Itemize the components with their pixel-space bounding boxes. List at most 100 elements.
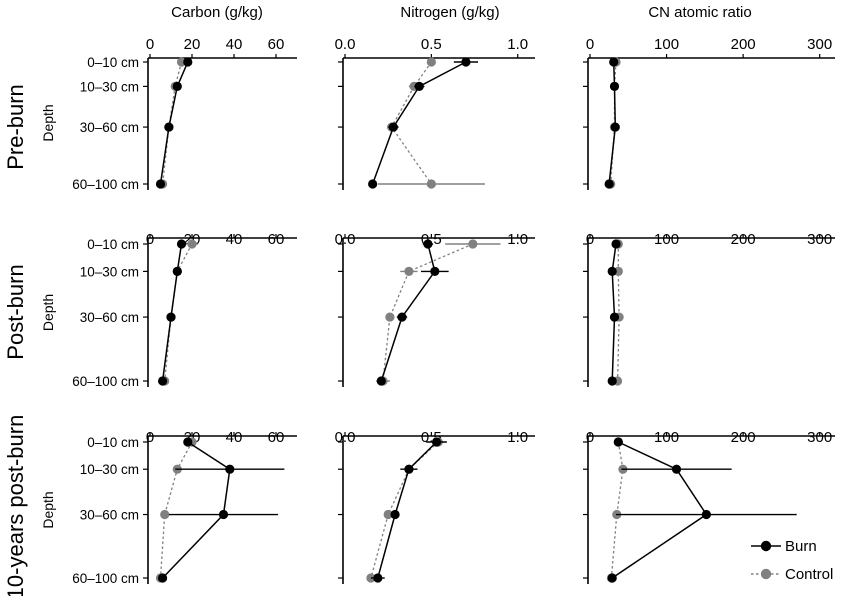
burn-point — [431, 437, 442, 447]
column-titles: Carbon (g/kg) Nitrogen (g/kg) CN atomic ra… — [171, 4, 752, 21]
x-tick-label: 100 — [654, 429, 679, 446]
burn-point — [158, 573, 168, 583]
x-tick-label: 200 — [731, 429, 756, 446]
burn-point — [430, 266, 440, 276]
burn-point — [218, 509, 229, 520]
x-tick-label: 0 — [146, 429, 154, 446]
control-point — [160, 509, 170, 520]
control-point — [426, 179, 436, 189]
y-tick-label: 60–100 cm — [72, 571, 139, 586]
row-title: Pre-burn — [3, 84, 28, 170]
burn-point — [390, 509, 400, 520]
burn-line — [161, 243, 183, 382]
panel: 0 100 200 300 — [583, 36, 835, 190]
burn-point — [172, 81, 182, 91]
burn-point — [397, 312, 407, 322]
control-line — [616, 244, 620, 382]
panel: 0.0 0.5 1.0 — [335, 429, 535, 584]
burn-point — [609, 81, 620, 91]
burn-line — [611, 243, 617, 382]
x-tick-label: 0 — [146, 36, 154, 53]
control-point — [383, 509, 393, 520]
burn-point — [183, 57, 193, 67]
control-point — [426, 57, 436, 67]
panels: 0 20 40 60 0–10 cm 10–30 cm 30–60 cm 60–100 cm D… — [40, 36, 835, 586]
control-point — [187, 239, 197, 249]
y-tick-label: 10–30 cm — [80, 264, 139, 279]
burn-line — [159, 61, 189, 185]
burn-point — [701, 509, 711, 520]
column-title: Nitrogen (g/kg) — [400, 4, 499, 21]
panel: 0.0 0.5 1.0 — [335, 36, 535, 190]
burn-point — [604, 179, 614, 189]
burn-point — [225, 464, 235, 474]
x-tick-label: 300 — [807, 231, 832, 248]
burn-point — [404, 464, 414, 474]
y-axis-title: Depth — [40, 491, 56, 528]
control-line — [159, 441, 193, 579]
burn-line — [380, 243, 436, 382]
panel: 0.0 0.5 1.0 — [335, 231, 535, 387]
control-point — [385, 312, 395, 322]
y-tick-label: 0–10 cm — [87, 237, 139, 252]
y-tick-label: 30–60 cm — [80, 120, 139, 135]
x-tick-label: 300 — [807, 36, 832, 53]
column-title: Carbon (g/kg) — [171, 4, 263, 21]
burn-line — [371, 61, 467, 185]
row-title: Post-burn — [3, 264, 28, 359]
x-tick-label: 1.0 — [507, 231, 528, 248]
burn-point — [609, 312, 620, 322]
burn-point — [368, 179, 378, 189]
burn-point — [176, 239, 187, 249]
burn-point — [423, 239, 433, 249]
control-line — [610, 61, 617, 185]
burn-line — [608, 61, 617, 185]
x-tick-label: 60 — [268, 429, 285, 446]
control-line — [382, 243, 474, 382]
control-line — [161, 61, 183, 185]
x-tick-label: 200 — [731, 231, 756, 248]
y-tick-label: 30–60 cm — [80, 508, 139, 523]
x-tick-label: 60 — [268, 36, 285, 53]
y-tick-label: 30–60 cm — [80, 310, 139, 325]
x-tick-label: 20 — [184, 36, 201, 53]
legend-label: Burn — [785, 538, 817, 555]
x-tick-label: 60 — [268, 231, 285, 248]
burn-point — [611, 239, 621, 249]
panel: 0 20 40 60 0–10 cm 10–30 cm 30–60 cm 60–100 cm D… — [40, 36, 297, 192]
burn-point — [373, 573, 383, 583]
x-tick-label: 200 — [731, 36, 756, 53]
y-axis-title: Depth — [40, 294, 56, 331]
x-tick-label: 100 — [654, 231, 679, 248]
burn-line — [377, 441, 438, 579]
x-tick-label: 0 — [586, 429, 594, 446]
burn-point — [461, 57, 471, 67]
legend: Burn Control — [751, 538, 833, 583]
burn-point — [376, 376, 386, 386]
x-tick-label: 40 — [226, 231, 243, 248]
panel: 0 100 200 300 — [583, 429, 835, 584]
x-tick-label: 0.0 — [335, 231, 356, 248]
x-tick-label: 40 — [226, 36, 243, 53]
y-tick-label: 0–10 cm — [87, 435, 139, 450]
x-tick-label: 0.0 — [335, 36, 356, 53]
control-point — [404, 266, 414, 276]
row-title: 10-years post-burn — [3, 415, 28, 596]
x-tick-label: 0 — [586, 231, 594, 248]
burn-point — [166, 312, 176, 322]
burn-line — [611, 441, 708, 579]
control-point — [176, 57, 187, 67]
x-tick-label: 0 — [586, 36, 594, 53]
burn-point — [158, 376, 168, 386]
control-line — [370, 441, 439, 579]
row-titles: Pre-burn Post-burn 10-years post-burn — [3, 84, 28, 596]
legend-marker — [760, 568, 772, 580]
y-tick-label: 60–100 cm — [72, 177, 139, 192]
y-tick-label: 60–100 cm — [72, 374, 139, 389]
x-tick-label: 40 — [226, 429, 243, 446]
control-line — [610, 441, 624, 579]
burn-point — [164, 122, 174, 132]
burn-point — [607, 266, 617, 276]
burn-point — [607, 376, 617, 386]
burn-point — [609, 57, 619, 67]
